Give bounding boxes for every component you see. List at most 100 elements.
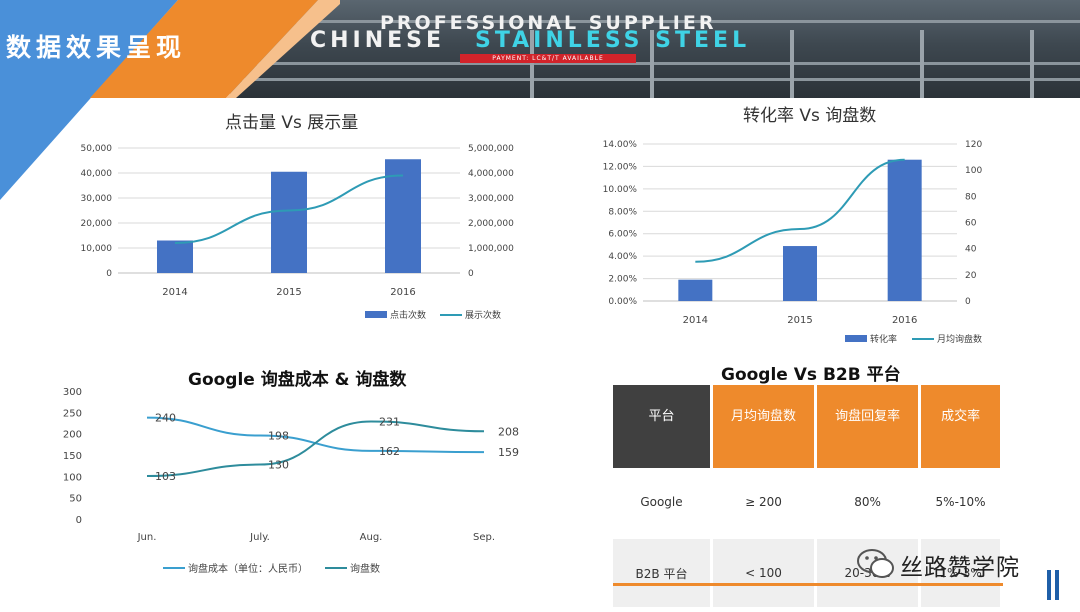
legend-label: 询盘数: [350, 562, 380, 575]
chart2-title: 转化率 Vs 询盘数: [743, 106, 877, 126]
bar: [678, 279, 713, 301]
y-left-tick-label: 10,000: [81, 244, 113, 254]
y-left-tick-label: 4.00%: [608, 252, 637, 262]
table-cell: 1%-3%: [919, 537, 1003, 607]
legend-label: 询盘成本（单位：人民币）: [188, 562, 308, 575]
bar: [271, 171, 307, 273]
table-cell: < 100: [711, 537, 818, 607]
table-cell: Google: [613, 468, 713, 539]
x-tick-label: July.: [249, 532, 270, 543]
x-tick-label: Sep.: [473, 532, 495, 543]
y-tick-label: 0: [76, 515, 82, 526]
legend-swatch: [365, 311, 387, 318]
watermark-text: 丝路赞学院: [900, 555, 1020, 581]
y-left-tick-label: 6.00%: [608, 230, 637, 240]
x-tick-label: 2016: [390, 287, 415, 298]
y-left-tick-label: 14.00%: [603, 140, 638, 150]
table-bottom-rule: [613, 583, 1003, 586]
table-cell: ≥ 200: [711, 468, 818, 539]
table-header-row: 平台 月均询盘数 询盘回复率 成交率: [613, 385, 1003, 468]
y-right-tick-label: 120: [965, 140, 982, 150]
y-left-tick-label: 12.00%: [603, 162, 638, 172]
x-tick-label: 2015: [787, 315, 812, 326]
y-tick-label: 250: [63, 408, 82, 419]
table-header-cell: 成交率: [919, 385, 1003, 468]
y-left-tick-label: 2.00%: [608, 275, 637, 285]
chart3-title: Google 询盘成本 & 询盘数: [188, 370, 407, 390]
y-tick-label: 100: [63, 472, 82, 483]
wechat-icon: [857, 549, 894, 578]
x-tick-label: 2014: [162, 287, 187, 298]
table-header-cell: 询盘回复率: [815, 385, 922, 468]
y-right-tick-label: 0: [965, 297, 971, 307]
series-line: [146, 416, 485, 454]
legend-label: 点击次数: [390, 309, 426, 321]
data-label: 103: [155, 470, 176, 483]
table-title: Google Vs B2B 平台: [721, 365, 901, 385]
y-right-tick-label: 2,000,000: [468, 219, 514, 229]
y-tick-label: 300: [63, 387, 82, 398]
chart-google-cost-and-inquiries: 0 50 100 150 200 250 300 240 198 162 159 103 130 231 2…: [63, 387, 519, 575]
y-right-tick-label: 100: [965, 166, 982, 176]
banner-headline: PROFESSIONAL SUPPLIER: [380, 12, 717, 34]
y-right-tick-label: 20: [965, 271, 977, 281]
data-label: 240: [155, 412, 176, 425]
y-left-tick-label: 0: [106, 269, 112, 279]
legend-label: 展示次数: [465, 309, 501, 321]
x-tick-label: 2015: [276, 287, 301, 298]
x-tick-label: Aug.: [360, 532, 383, 543]
comparison-table: 平台 月均询盘数 询盘回复率 成交率 Google ≥ 200 80% 5%-1…: [613, 385, 1003, 607]
data-label: 208: [498, 425, 519, 438]
table-cell: 20-30%: [815, 537, 922, 607]
legend-swatch: [845, 335, 867, 342]
legend-label: 转化率: [870, 333, 897, 345]
y-left-tick-label: 0.00%: [608, 297, 637, 307]
y-tick-label: 150: [63, 451, 82, 462]
y-left-tick-label: 40,000: [81, 169, 113, 179]
y-left-tick-label: 30,000: [81, 194, 113, 204]
data-label: 231: [379, 415, 400, 428]
data-label: 130: [268, 459, 289, 472]
y-left-tick-label: 20,000: [81, 219, 113, 229]
banner-subheadline-highlight: STAINLESS STEEL: [475, 28, 751, 53]
bar: [157, 240, 193, 273]
y-right-tick-label: 5,000,000: [468, 144, 514, 154]
data-label: 162: [379, 445, 400, 458]
y-right-tick-label: 40: [965, 245, 977, 255]
banner-payment-strip: PAYMENT: LC&T/T AVAILABLE: [460, 54, 636, 63]
page-title: 数据效果呈现: [6, 33, 187, 62]
y-right-tick-label: 3,000,000: [468, 194, 514, 204]
series-line: [146, 420, 485, 478]
data-label: 159: [498, 446, 519, 459]
chart-conversion-vs-inquiries: 0.00% 2.00% 4.00% 6.00% 8.00% 10.00% 12.00% 14.…: [603, 140, 983, 345]
y-right-tick-label: 0: [468, 269, 474, 279]
chart-clicks-vs-impressions: 0 10,000 20,000 30,000 40,000 50,000 0 1,000,00…: [81, 144, 515, 321]
y-left-tick-label: 10.00%: [603, 185, 638, 195]
table-cell: B2B 平台: [613, 537, 713, 607]
series-line: [695, 158, 905, 263]
chart1-title: 点击量 Vs 展示量: [225, 113, 359, 133]
y-left-tick-label: 50,000: [81, 144, 113, 154]
data-label: 198: [268, 430, 289, 443]
y-tick-label: 200: [63, 430, 82, 441]
table-row: Google ≥ 200 80% 5%-10%: [613, 468, 1003, 539]
bar: [887, 159, 922, 301]
y-left-tick-label: 8.00%: [608, 207, 637, 217]
x-tick-label: 2014: [683, 315, 708, 326]
table-row: B2B 平台 < 100 20-30% 1%-3%: [613, 537, 1003, 607]
corner-decoration: [0, 0, 340, 200]
series-line: [174, 174, 404, 244]
y-right-tick-label: 80: [965, 192, 977, 202]
header-banner-image: PROFESSIONAL SUPPLIER CHINESE STAINLESS …: [230, 0, 1080, 98]
table-header-cell: 平台: [613, 385, 713, 468]
x-tick-label: Jun.: [137, 532, 157, 543]
table-cell: 5%-10%: [919, 468, 1003, 539]
bar: [385, 159, 421, 273]
y-right-tick-label: 4,000,000: [468, 169, 514, 179]
x-tick-label: 2016: [892, 315, 917, 326]
nav-bars-icon: [1047, 570, 1059, 600]
table-header-cell: 月均询盘数: [711, 385, 818, 468]
banner-subheadline: CHINESE: [310, 28, 446, 53]
y-right-tick-label: 1,000,000: [468, 244, 514, 254]
table-cell: 80%: [815, 468, 922, 539]
